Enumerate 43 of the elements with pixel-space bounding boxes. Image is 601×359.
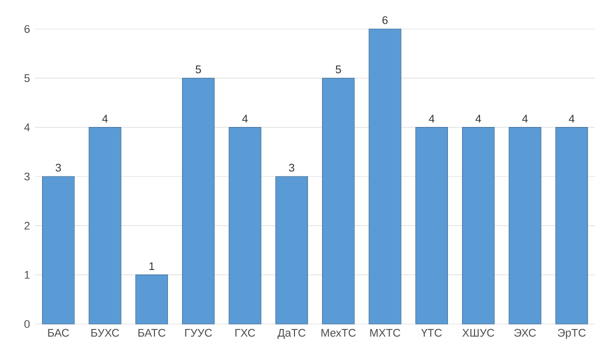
bar	[228, 127, 262, 324]
bar	[368, 28, 402, 324]
y-tick-label: 2	[24, 222, 30, 230]
data-label: 4	[242, 114, 248, 122]
data-label: 6	[382, 16, 388, 24]
x-tick-label: БАТС	[138, 328, 166, 337]
bar	[182, 78, 215, 324]
data-label: 4	[102, 114, 108, 122]
data-label: 4	[428, 114, 434, 122]
bar	[135, 274, 168, 324]
x-tick-label: ҮТС	[421, 328, 442, 337]
x-tick-label: МХТС	[370, 328, 400, 337]
bar	[462, 127, 495, 324]
bar	[88, 127, 122, 324]
x-tick-label: БАС	[48, 328, 69, 337]
y-tick-label: 6	[24, 25, 30, 33]
bar	[508, 127, 542, 324]
y-tick-label: 0	[24, 320, 30, 328]
bar	[415, 127, 448, 324]
data-label: 4	[476, 114, 482, 122]
x-tick-label: ГУУС	[185, 328, 212, 337]
bar	[322, 78, 355, 324]
x-tick-label: ХШУС	[462, 328, 494, 337]
x-tick-label: ЭХС	[514, 328, 536, 337]
y-tick-label: 4	[24, 124, 30, 132]
data-label: 3	[56, 164, 61, 172]
data-label: 1	[149, 262, 154, 270]
x-tick-label: ДаТС	[278, 328, 306, 339]
y-tick-label: 1	[24, 271, 30, 279]
y-tick-label: 5	[24, 74, 30, 82]
x-tick-label: ЭрТС	[558, 328, 586, 339]
x-tick-label: БУХС	[91, 328, 120, 337]
data-label: 5	[196, 66, 201, 74]
data-label: 3	[289, 164, 294, 172]
x-tick-label: МехТС	[321, 328, 356, 337]
x-tick-label: ГХС	[235, 328, 256, 337]
y-tick-label: 3	[24, 172, 30, 180]
bar	[555, 127, 588, 324]
data-label: 4	[568, 114, 574, 122]
bar	[42, 176, 75, 324]
data-label: 5	[336, 66, 341, 74]
data-label: 4	[522, 114, 528, 122]
bar	[275, 176, 308, 324]
